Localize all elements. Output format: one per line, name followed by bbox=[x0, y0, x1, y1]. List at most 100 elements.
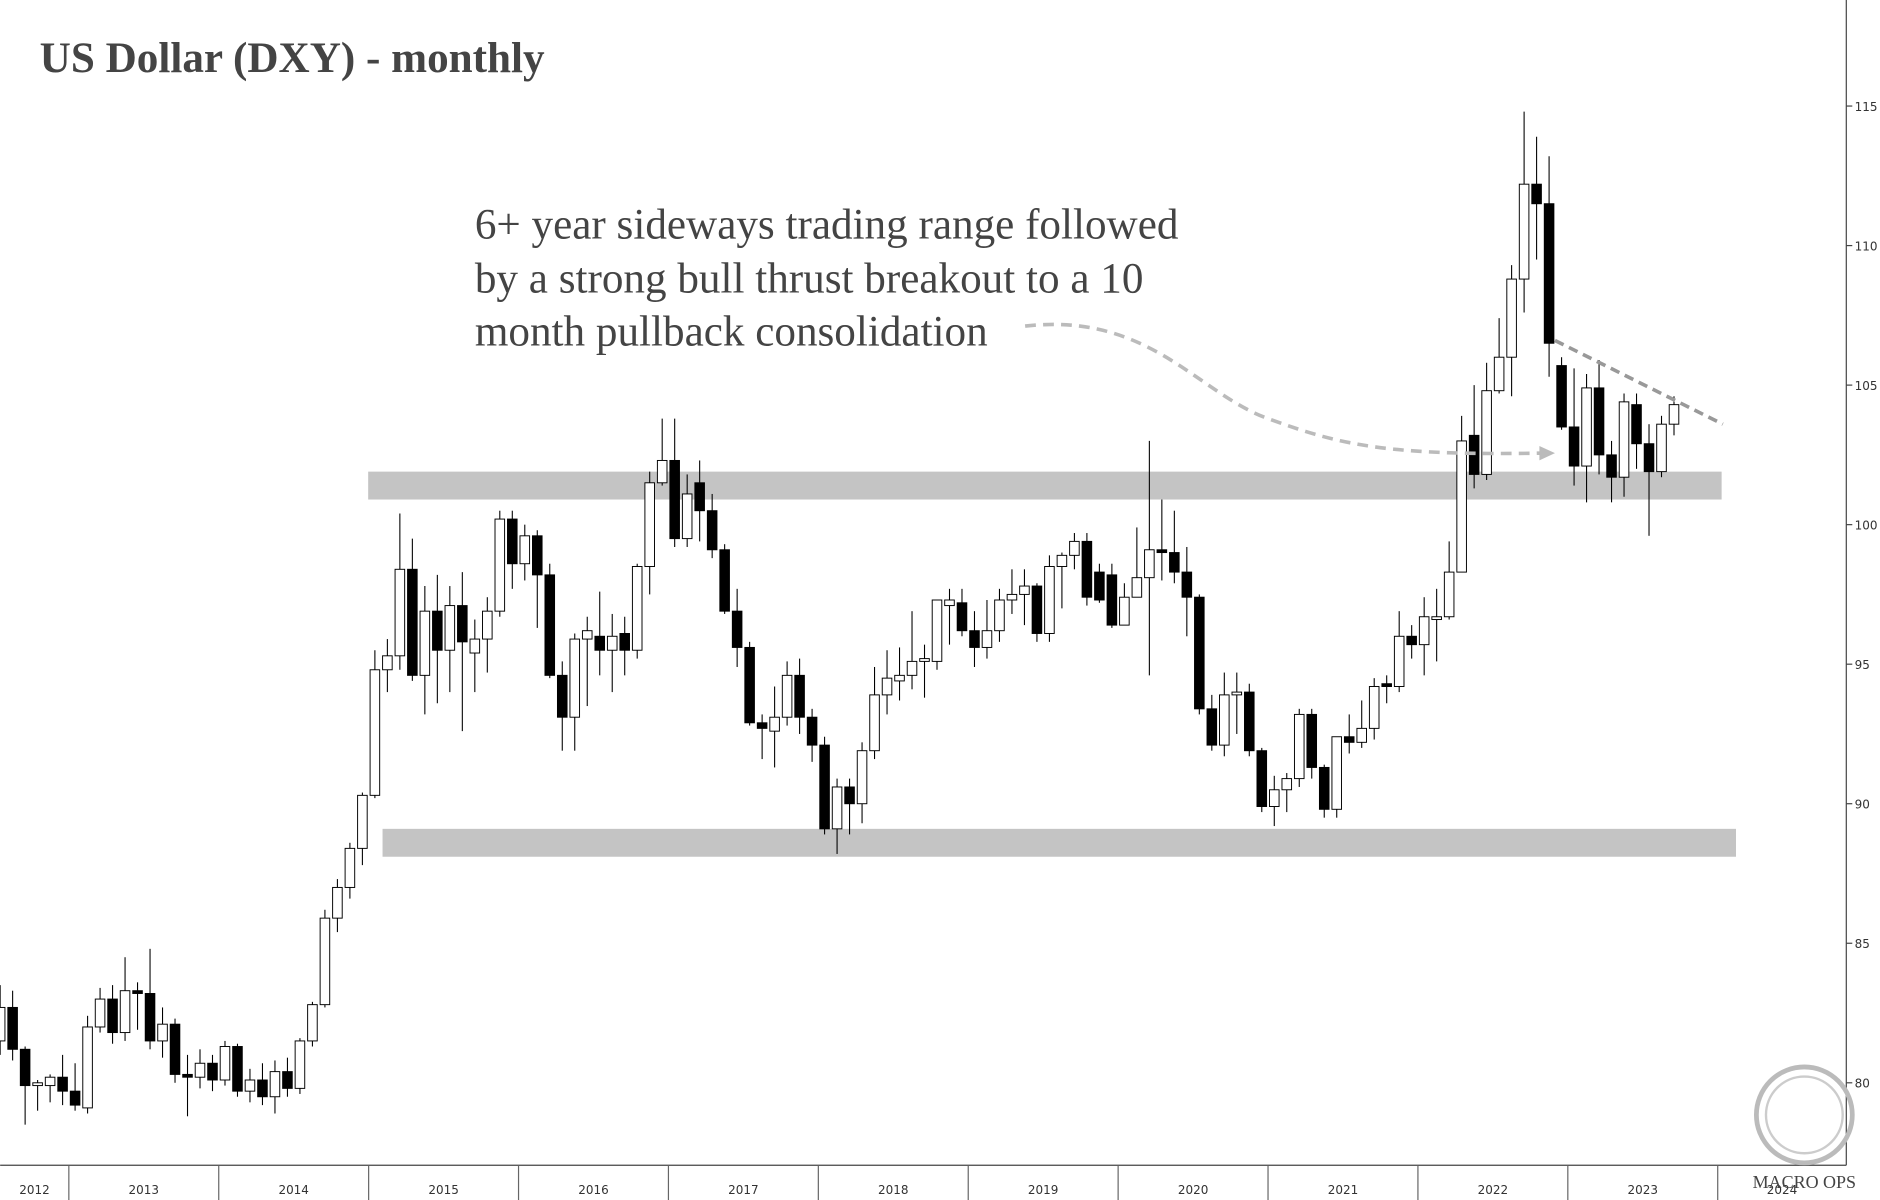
candle-body bbox=[1031, 585, 1043, 634]
candle-body bbox=[1543, 203, 1555, 344]
candle-body bbox=[1256, 750, 1268, 807]
candle-body bbox=[819, 744, 830, 830]
annotation: by a strong bull thrust breakout to a 10 bbox=[475, 256, 1144, 303]
candle-body bbox=[382, 655, 393, 671]
candle-body bbox=[1131, 577, 1143, 598]
candle-body bbox=[706, 510, 718, 551]
candle-body bbox=[1481, 390, 1492, 475]
candle-body bbox=[1493, 356, 1505, 392]
candle-body bbox=[132, 990, 143, 994]
candle-body bbox=[1368, 686, 1380, 729]
candle-body bbox=[656, 459, 668, 484]
logo-ring bbox=[1764, 1075, 1844, 1155]
candle-body bbox=[931, 599, 943, 662]
candle-body bbox=[869, 694, 880, 752]
candle-body bbox=[57, 1076, 68, 1092]
trendline bbox=[1554, 338, 1724, 426]
candle-body bbox=[944, 599, 955, 607]
candle-body bbox=[806, 716, 818, 746]
candle-body bbox=[556, 674, 568, 718]
x-tick-label: 2016 bbox=[578, 1183, 608, 1197]
candle-body bbox=[269, 1071, 281, 1098]
candle-body bbox=[1618, 401, 1630, 478]
candle-body bbox=[369, 669, 381, 796]
candle-body bbox=[232, 1046, 243, 1092]
candle-body bbox=[69, 1090, 81, 1106]
candle-body bbox=[619, 633, 630, 651]
candle-body bbox=[432, 610, 443, 651]
candle-body bbox=[1456, 440, 1467, 573]
candle-body bbox=[794, 674, 805, 718]
candle-body bbox=[1506, 278, 1517, 358]
candle-body bbox=[731, 610, 743, 648]
candle-body bbox=[956, 602, 968, 632]
candle-body bbox=[1044, 566, 1055, 634]
candle-body bbox=[1119, 596, 1130, 626]
x-tick-label: 2015 bbox=[428, 1183, 458, 1197]
candle-body bbox=[332, 886, 343, 919]
candle-body bbox=[1318, 766, 1330, 810]
candle-body bbox=[581, 630, 593, 640]
candle-body bbox=[344, 847, 356, 888]
y-tick-label: 90 bbox=[1855, 798, 1870, 812]
candle-body bbox=[844, 786, 855, 805]
candle-body bbox=[1094, 571, 1105, 601]
candle-body bbox=[881, 677, 893, 696]
candle-body bbox=[482, 610, 493, 640]
candle-body bbox=[1356, 727, 1367, 743]
y-tick-label: 110 bbox=[1855, 239, 1878, 253]
candle-body bbox=[32, 1082, 43, 1087]
candle-body bbox=[1393, 635, 1405, 687]
x-tick-label: 2020 bbox=[1178, 1183, 1208, 1197]
watermark: MACRO OPS bbox=[1753, 1172, 1856, 1192]
candle-body bbox=[1006, 593, 1018, 601]
candle-body bbox=[1593, 387, 1605, 456]
candle-body bbox=[969, 630, 980, 648]
candle-body bbox=[182, 1073, 193, 1078]
candle-body bbox=[1231, 691, 1243, 696]
candle-body bbox=[669, 459, 680, 540]
bands bbox=[368, 471, 1737, 857]
candle-body bbox=[357, 794, 368, 849]
candle-body bbox=[631, 566, 643, 651]
candle-body bbox=[1331, 736, 1343, 810]
candle-body bbox=[282, 1071, 293, 1089]
candle-body bbox=[769, 716, 780, 732]
candle-body bbox=[219, 1046, 231, 1081]
candle-body bbox=[419, 610, 431, 676]
candle-body bbox=[1381, 683, 1392, 687]
candle-body bbox=[107, 998, 118, 1034]
candle-body bbox=[1169, 552, 1180, 573]
annotation: month pullback consolidation bbox=[475, 308, 988, 355]
candle-body bbox=[19, 1048, 31, 1087]
candle-body bbox=[1306, 713, 1318, 768]
candle-body bbox=[119, 990, 131, 1034]
candle-body bbox=[781, 674, 793, 718]
candle-body bbox=[457, 605, 468, 643]
candle-body bbox=[831, 786, 843, 830]
candle-body bbox=[906, 660, 918, 676]
candle-body bbox=[1206, 708, 1218, 746]
candle-body bbox=[981, 630, 993, 648]
candle-body bbox=[1568, 426, 1580, 467]
x-tick-label: 2012 bbox=[19, 1183, 49, 1197]
candle-body bbox=[1069, 540, 1080, 556]
candle-body bbox=[594, 635, 606, 651]
candle-body bbox=[1418, 616, 1430, 646]
candle-body bbox=[744, 646, 755, 724]
candle-body bbox=[1431, 616, 1442, 621]
candle-body bbox=[407, 568, 418, 676]
candle-body bbox=[1081, 540, 1093, 598]
candle-body bbox=[719, 549, 730, 612]
candle-body bbox=[519, 535, 531, 565]
candle-body bbox=[1181, 571, 1193, 598]
candle-body bbox=[1606, 454, 1617, 478]
candle-body bbox=[1281, 778, 1293, 791]
candle-body bbox=[1219, 694, 1230, 746]
candle-body bbox=[294, 1040, 306, 1089]
candle-body bbox=[569, 638, 581, 718]
x-tick-label: 2018 bbox=[878, 1183, 908, 1197]
